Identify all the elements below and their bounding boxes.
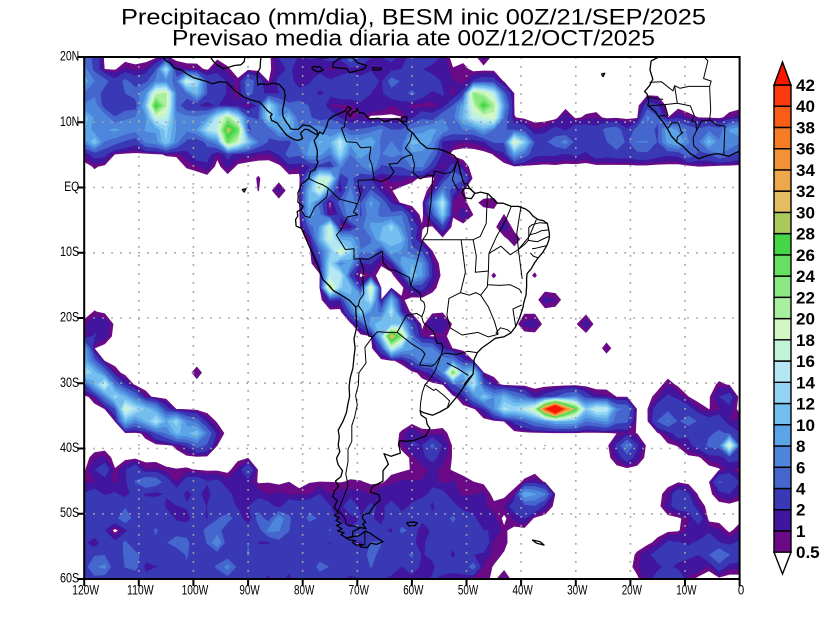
svg-text:4: 4 xyxy=(796,480,806,499)
svg-text:2: 2 xyxy=(796,501,805,520)
svg-text:32: 32 xyxy=(796,182,815,201)
svg-text:20: 20 xyxy=(796,310,815,329)
svg-text:40: 40 xyxy=(796,97,815,116)
svg-text:10S: 10S xyxy=(60,244,79,259)
svg-text:20N: 20N xyxy=(60,49,79,64)
svg-text:30: 30 xyxy=(796,203,815,222)
svg-text:30W: 30W xyxy=(567,583,587,598)
svg-text:30S: 30S xyxy=(60,375,79,390)
svg-text:Previsao media diaria ate 00Z/: Previsao media diaria ate 00Z/12/OCT/202… xyxy=(172,26,655,51)
svg-text:22: 22 xyxy=(796,288,815,307)
svg-text:110W: 110W xyxy=(127,583,154,598)
svg-text:50W: 50W xyxy=(458,583,478,598)
svg-text:40S: 40S xyxy=(60,440,79,455)
svg-text:60S: 60S xyxy=(60,571,79,586)
svg-text:10W: 10W xyxy=(676,583,696,598)
svg-text:26: 26 xyxy=(796,246,815,265)
svg-text:60W: 60W xyxy=(403,583,423,598)
svg-text:38: 38 xyxy=(796,119,815,138)
svg-text:120W: 120W xyxy=(72,583,99,598)
svg-text:18: 18 xyxy=(796,331,815,350)
svg-text:24: 24 xyxy=(796,267,815,286)
svg-text:70W: 70W xyxy=(349,583,369,598)
svg-text:8: 8 xyxy=(796,437,805,456)
svg-text:80W: 80W xyxy=(294,583,314,598)
svg-text:0.5: 0.5 xyxy=(796,543,820,562)
svg-text:28: 28 xyxy=(796,225,815,244)
svg-text:14: 14 xyxy=(796,373,815,392)
svg-text:0: 0 xyxy=(738,583,744,598)
svg-text:1: 1 xyxy=(796,522,805,541)
svg-text:EQ: EQ xyxy=(64,179,79,194)
svg-text:6: 6 xyxy=(796,458,805,477)
svg-text:10N: 10N xyxy=(60,114,79,129)
svg-text:40W: 40W xyxy=(513,583,533,598)
svg-text:50S: 50S xyxy=(60,505,79,520)
svg-text:Precipitacao (mm/dia), BESM in: Precipitacao (mm/dia), BESM inic 00Z/21/… xyxy=(121,5,706,30)
svg-text:90W: 90W xyxy=(239,583,259,598)
svg-text:36: 36 xyxy=(796,140,815,159)
svg-text:42: 42 xyxy=(796,76,815,95)
svg-text:10: 10 xyxy=(796,416,815,435)
svg-text:20S: 20S xyxy=(60,310,79,325)
svg-text:34: 34 xyxy=(796,161,815,180)
svg-text:100W: 100W xyxy=(182,583,209,598)
svg-text:20W: 20W xyxy=(622,583,642,598)
svg-text:12: 12 xyxy=(796,395,815,414)
svg-text:16: 16 xyxy=(796,352,815,371)
